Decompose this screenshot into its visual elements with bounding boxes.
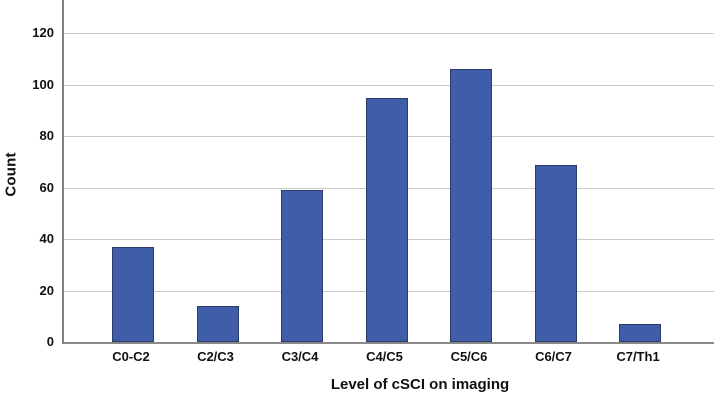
y-axis-title: Count [2, 152, 20, 197]
x-category-label-C3/C4: C3/C4 [281, 349, 319, 364]
y-tick-label-20: 20 [39, 282, 54, 298]
x-category-label-C0-C2: C0-C2 [112, 349, 150, 364]
y-tick-label-40: 40 [39, 231, 54, 247]
y-tick-label-0: 0 [46, 334, 54, 349]
bar-C4/C5 [365, 98, 408, 342]
y-tick-label-100: 100 [32, 76, 54, 92]
x-axis-title: Level of cSCI on imaging [330, 376, 510, 393]
x-category-label-C5/C6: C5/C6 [450, 349, 488, 364]
x-category-label-C4/C5: C4/C5 [366, 349, 403, 364]
x-category-label-C7/Th1: C7/Th1 [616, 349, 660, 364]
bar-C2/C3 [196, 306, 239, 342]
bar-C0-C2 [112, 247, 154, 342]
y-tick-label-80: 80 [39, 128, 54, 144]
gridline-100 [64, 84, 714, 86]
y-tick-label-60: 60 [39, 179, 54, 195]
x-category-label-C6/C7: C6/C7 [535, 349, 572, 364]
bar-C6/C7 [534, 165, 577, 342]
plot-area [62, 0, 714, 344]
x-category-label-C2/C3: C2/C3 [197, 349, 234, 364]
bar-C5/C6 [450, 69, 492, 342]
bar-C7/Th1 [619, 324, 661, 342]
y-tick-label-120: 120 [32, 25, 54, 41]
gridline-120 [64, 33, 714, 35]
bar-C3/C4 [281, 190, 323, 342]
